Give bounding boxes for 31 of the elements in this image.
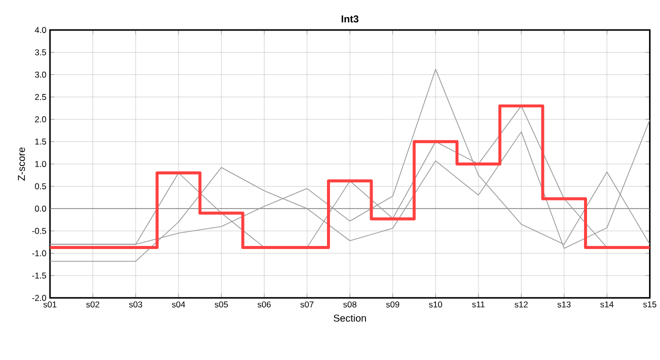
x-tick-label: s09: [386, 301, 400, 308]
y-tick-label: 1.0: [35, 161, 46, 168]
x-tick-label: s13: [558, 301, 571, 308]
x-tick-label: s04: [172, 301, 186, 308]
x-tick-label: s06: [258, 301, 271, 308]
x-tick-label: s05: [214, 301, 228, 308]
x-tick-label: s14: [600, 301, 614, 308]
y-tick-label: 2.0: [35, 116, 46, 122]
x-axis-title: Section: [334, 314, 366, 322]
x-tick-label: s07: [300, 301, 314, 308]
x-tick-label: s08: [343, 301, 356, 308]
y-tick-label: -0.5: [32, 228, 46, 234]
y-tick-label: 1.5: [35, 138, 46, 145]
y-axis-title: Z-score: [18, 148, 25, 181]
x-tick-label: s01: [43, 301, 56, 308]
y-tick-label: 3.5: [34, 49, 46, 56]
x-tick-label: s02: [86, 301, 100, 308]
x-tick-label: s15: [643, 301, 656, 308]
y-tick-label: 0.0: [34, 206, 46, 212]
x-tick-label: s12: [514, 301, 528, 308]
x-tick-label: s03: [129, 301, 142, 308]
y-tick-label: 4.0: [34, 27, 46, 34]
y-tick-label: 0.5: [34, 183, 46, 190]
x-tick-label: s10: [428, 301, 442, 308]
y-tick-label: -1.5: [32, 272, 46, 279]
y-tick-label: -2.0: [32, 294, 46, 301]
chart-title: Int3: [342, 15, 358, 23]
x-tick-label: s11: [472, 301, 485, 308]
y-tick-label: -1.0: [32, 250, 46, 256]
y-tick-label: 2.5: [35, 94, 46, 100]
y-tick-label: 3.0: [34, 72, 46, 78]
